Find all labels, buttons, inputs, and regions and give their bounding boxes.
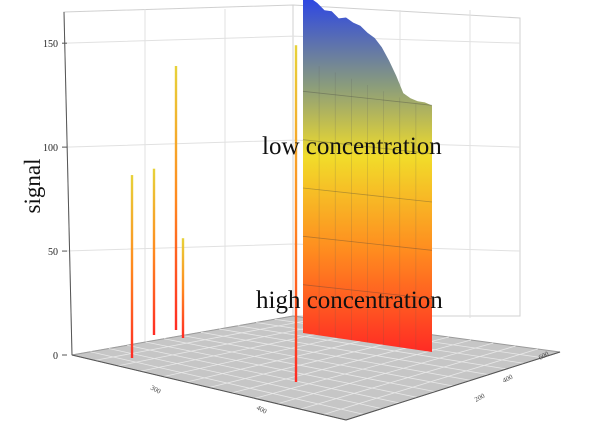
z-tick-label: 150 <box>43 39 58 50</box>
spike-bar <box>152 168 156 335</box>
spike-bar <box>294 45 298 383</box>
y-tick-label: 200 <box>473 392 486 404</box>
surface-meshline <box>302 139 433 155</box>
z-tick-label: 100 <box>43 143 58 154</box>
z-axis-line <box>63 11 73 356</box>
spike-bar <box>174 65 178 330</box>
spike-bar <box>130 175 134 358</box>
wall-gridline <box>65 139 521 148</box>
signal-surface <box>302 0 433 352</box>
annotation-low-concentration: low concentration <box>262 133 442 160</box>
x-tick-label: 400 <box>255 404 268 416</box>
floor-front-edge <box>71 354 347 421</box>
wall-gridline <box>65 243 521 252</box>
z-tick-label: 50 <box>48 247 58 258</box>
spike-series <box>130 45 298 383</box>
wall-gridline <box>65 35 521 44</box>
x-tick-label: 300 <box>149 384 162 396</box>
surface-meshline <box>302 90 433 106</box>
y-axis-label: signal <box>20 159 45 214</box>
floor-gridline <box>323 348 538 415</box>
surface-meshline <box>302 284 433 300</box>
floor-right-edge <box>345 351 561 421</box>
z-axis-ticks: 0 50 100 150 <box>43 39 67 362</box>
z-tick-label: 0 <box>53 351 58 362</box>
y-tick-label: 400 <box>501 373 514 385</box>
surface-meshline <box>302 187 433 203</box>
surface-meshline <box>302 235 433 251</box>
surface-body <box>303 0 432 352</box>
annotation-high-concentration: high concentration <box>256 287 443 314</box>
spike-bar <box>181 238 185 338</box>
